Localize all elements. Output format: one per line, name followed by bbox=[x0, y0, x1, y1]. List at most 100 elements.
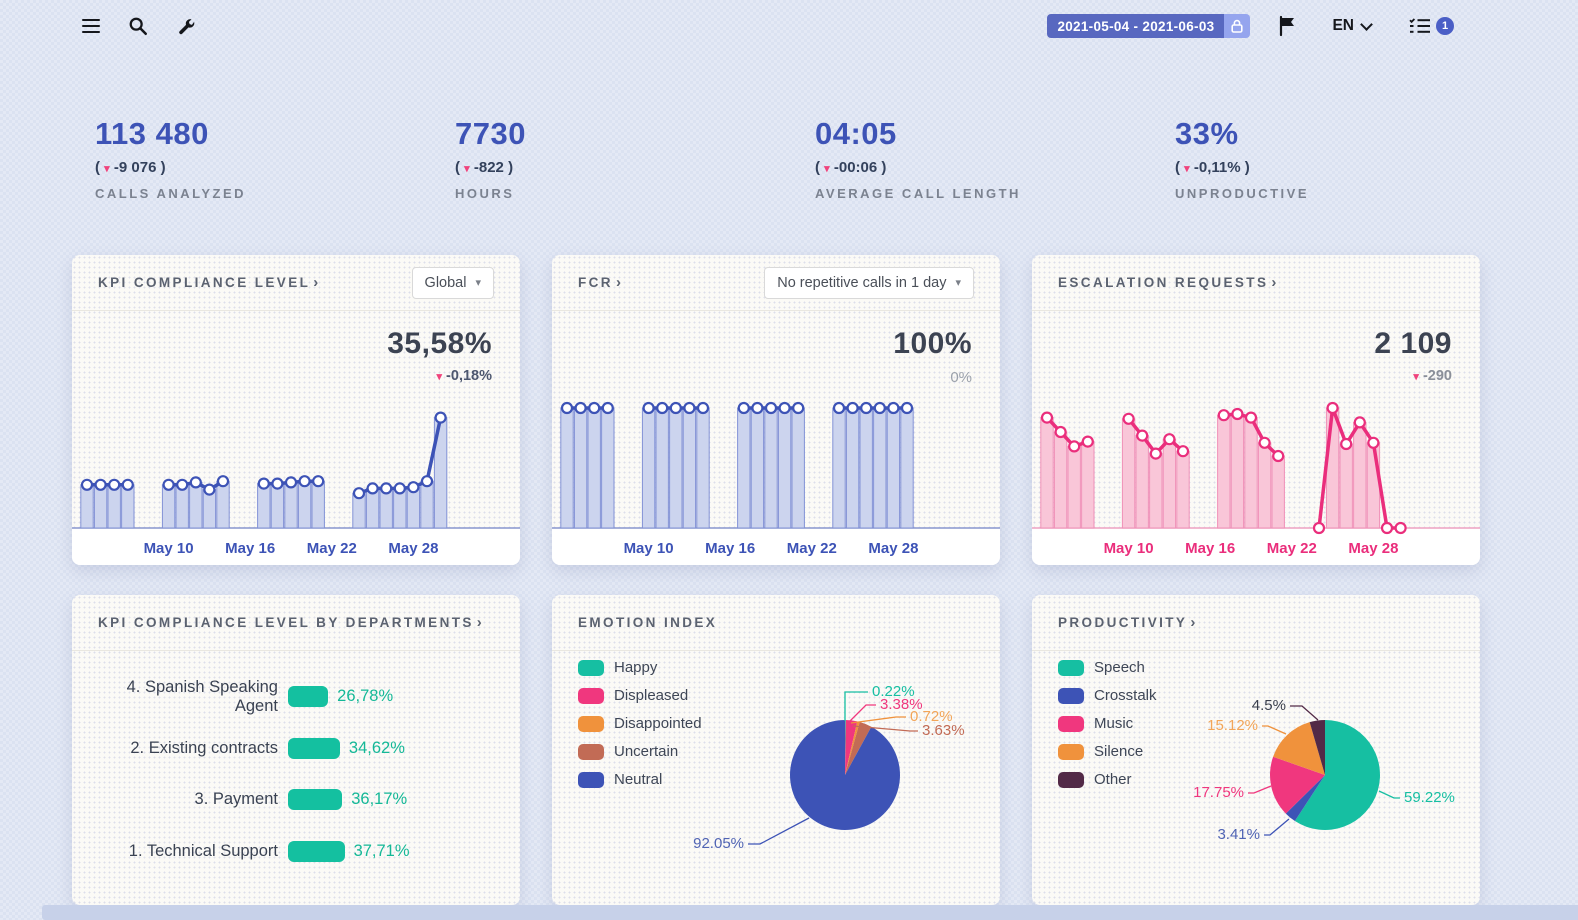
card-emotion-index: EMOTION INDEX Happy Displeased Disappointe… bbox=[552, 595, 1000, 905]
escalation-change: ▾ -290 bbox=[1413, 368, 1452, 384]
legend-swatch bbox=[1058, 715, 1084, 732]
legend-label: Crosstalk bbox=[1094, 687, 1157, 704]
legend-item-crosstalk[interactable]: Crosstalk bbox=[1058, 687, 1157, 704]
department-row[interactable]: 1. Technical Support 37,71% bbox=[72, 826, 520, 878]
card-kpi-by-departments: KPI COMPLIANCE LEVEL BY DEPARTMENTS › 4. … bbox=[72, 595, 520, 905]
stat-value: 33% bbox=[1175, 116, 1239, 151]
language-value: EN bbox=[1332, 17, 1354, 34]
menu-button[interactable] bbox=[80, 17, 102, 36]
legend-label: Happy bbox=[614, 659, 658, 676]
lock-icon bbox=[1224, 14, 1251, 38]
svg-text:May 16: May 16 bbox=[225, 540, 275, 557]
emotion-index-title[interactable]: EMOTION INDEX bbox=[578, 615, 718, 630]
svg-text:May 22: May 22 bbox=[1267, 540, 1317, 557]
legend-item-silence[interactable]: Silence bbox=[1058, 743, 1157, 760]
down-triangle-icon: ▾ bbox=[436, 371, 443, 383]
department-label: 2. Existing contracts bbox=[130, 738, 278, 757]
legend-item-other[interactable]: Other bbox=[1058, 771, 1157, 788]
tasks-button[interactable]: 1 bbox=[1403, 16, 1460, 36]
date-range-picker[interactable]: 2021-05-04 - 2021-06-03 bbox=[1047, 14, 1251, 38]
stat-value: 7730 bbox=[455, 116, 526, 151]
department-row[interactable]: 2. Existing contracts 34,62% bbox=[72, 723, 520, 775]
dropdown-caret-icon: ▾ bbox=[475, 277, 481, 289]
productivity-title[interactable]: PRODUCTIVITY › bbox=[1058, 614, 1198, 631]
svg-text:92.05%: 92.05% bbox=[693, 835, 744, 852]
search-icon bbox=[129, 17, 147, 35]
departments-title[interactable]: KPI COMPLIANCE LEVEL BY DEPARTMENTS › bbox=[98, 614, 485, 631]
fcr-title[interactable]: FCR › bbox=[578, 274, 624, 291]
svg-text:3.41%: 3.41% bbox=[1217, 826, 1260, 843]
svg-text:15.12%: 15.12% bbox=[1207, 717, 1258, 734]
legend-swatch bbox=[1058, 771, 1084, 788]
emotion-pie-chart[interactable]: 0.22%3.38%0.72%3.63% 92.05% bbox=[552, 595, 1000, 905]
escalation-title[interactable]: ESCALATION REQUESTS › bbox=[1058, 274, 1279, 291]
legend-label: Music bbox=[1094, 715, 1134, 732]
card-escalation-requests: ESCALATION REQUESTS › 2 109 ▾ -290 May 10… bbox=[1032, 255, 1480, 565]
stat-label: AVERAGE CALL LENGTH bbox=[815, 186, 1021, 201]
svg-text:May 16: May 16 bbox=[705, 540, 755, 557]
search-button[interactable] bbox=[126, 14, 150, 38]
legend-swatch bbox=[578, 659, 604, 676]
kpi-compliance-title[interactable]: KPI COMPLIANCE LEVEL › bbox=[98, 274, 321, 291]
kpi-compliance-value: 35,58% bbox=[387, 327, 492, 360]
fcr-mode-dropdown[interactable]: No repetitive calls in 1 day ▾ bbox=[764, 266, 974, 299]
stat-value: 04:05 bbox=[815, 116, 897, 151]
legend-label: Other bbox=[1094, 771, 1132, 788]
legend-item-speech[interactable]: Speech bbox=[1058, 659, 1157, 676]
legend-item-displeased[interactable]: Displeased bbox=[578, 687, 702, 704]
link-arrow-icon: › bbox=[615, 274, 624, 291]
stat-label: HOURS bbox=[455, 186, 515, 201]
department-row[interactable]: 4. Spanish Speaking Agent 26,78% bbox=[72, 671, 520, 723]
language-selector[interactable]: EN bbox=[1326, 16, 1377, 36]
fcr-value: 100% bbox=[893, 327, 972, 360]
svg-text:May 28: May 28 bbox=[868, 540, 918, 557]
card-fcr: FCR › No repetitive calls in 1 day ▾ 100% … bbox=[552, 255, 1000, 565]
stat-change: ( ▾ -0,11% ) bbox=[1175, 159, 1250, 176]
stat-change: ( ▾ -9 076 ) bbox=[95, 159, 166, 176]
legend-item-disappointed[interactable]: Disappointed bbox=[578, 715, 702, 732]
link-arrow-icon: › bbox=[476, 614, 485, 631]
legend-swatch bbox=[578, 743, 604, 760]
stat-value: 113 480 bbox=[95, 116, 209, 151]
settings-button[interactable] bbox=[174, 14, 198, 38]
down-triangle-icon: ▾ bbox=[1413, 371, 1419, 383]
escalation-chart[interactable]: May 10 May 16 May 22 May 28 bbox=[1032, 390, 1480, 565]
down-triangle-icon: ▾ bbox=[1184, 163, 1190, 175]
department-label: 1. Technical Support bbox=[128, 841, 278, 860]
productivity-legend: Speech Crosstalk Music Silence Other bbox=[1058, 659, 1157, 799]
stat-change: ( ▾ -822 ) bbox=[455, 159, 514, 176]
legend-item-uncertain[interactable]: Uncertain bbox=[578, 743, 702, 760]
stat-hours: 7730 ( ▾ -822 ) HOURS bbox=[455, 116, 795, 201]
legend-item-neutral[interactable]: Neutral bbox=[578, 771, 702, 788]
stat-change: ( ▾ -00:06 ) bbox=[815, 159, 887, 176]
svg-text:May 10: May 10 bbox=[624, 540, 674, 557]
kpi-scope-dropdown[interactable]: Global ▾ bbox=[411, 266, 494, 299]
department-bar bbox=[288, 789, 343, 811]
legend-item-music[interactable]: Music bbox=[1058, 715, 1157, 732]
svg-text:4.5%: 4.5% bbox=[1252, 697, 1286, 714]
fcr-secondary-value: 0% bbox=[950, 369, 972, 386]
topbar-right: 2021-05-04 - 2021-06-03 EN 1 bbox=[1047, 12, 1460, 40]
kpi-compliance-change: ▾ -0,18% bbox=[436, 368, 492, 384]
departments-bar-list: 4. Spanish Speaking Agent 26,78% 2. Existi… bbox=[72, 671, 520, 877]
svg-text:0.22%: 0.22% bbox=[872, 683, 915, 700]
productivity-pie-chart[interactable]: 59.22% 3.41% 17.75% 15.12% 4.5% bbox=[1032, 595, 1480, 905]
legend-swatch bbox=[578, 687, 604, 704]
department-value: 36,17% bbox=[351, 790, 408, 809]
legend-swatch bbox=[1058, 687, 1084, 704]
wrench-icon bbox=[179, 19, 195, 35]
task-list-icon bbox=[1409, 18, 1430, 33]
department-row[interactable]: 3. Payment 36,17% bbox=[72, 774, 520, 826]
fcr-chart[interactable]: May 10 May 16 May 22 May 28 bbox=[552, 390, 1000, 565]
department-value: 37,71% bbox=[353, 841, 410, 860]
department-value: 26,78% bbox=[337, 687, 394, 706]
stat-label: CALLS ANALYZED bbox=[95, 186, 247, 201]
hamburger-icon bbox=[82, 18, 100, 34]
legend-item-happy[interactable]: Happy bbox=[578, 659, 702, 676]
department-value: 34,62% bbox=[348, 738, 405, 757]
flag-button[interactable] bbox=[1276, 13, 1300, 39]
horizontal-scrollbar[interactable] bbox=[42, 905, 1578, 920]
svg-text:May 22: May 22 bbox=[787, 540, 837, 557]
department-bar bbox=[288, 840, 345, 862]
kpi-compliance-chart[interactable]: May 10 May 16 May 22 May 28 bbox=[72, 390, 520, 565]
